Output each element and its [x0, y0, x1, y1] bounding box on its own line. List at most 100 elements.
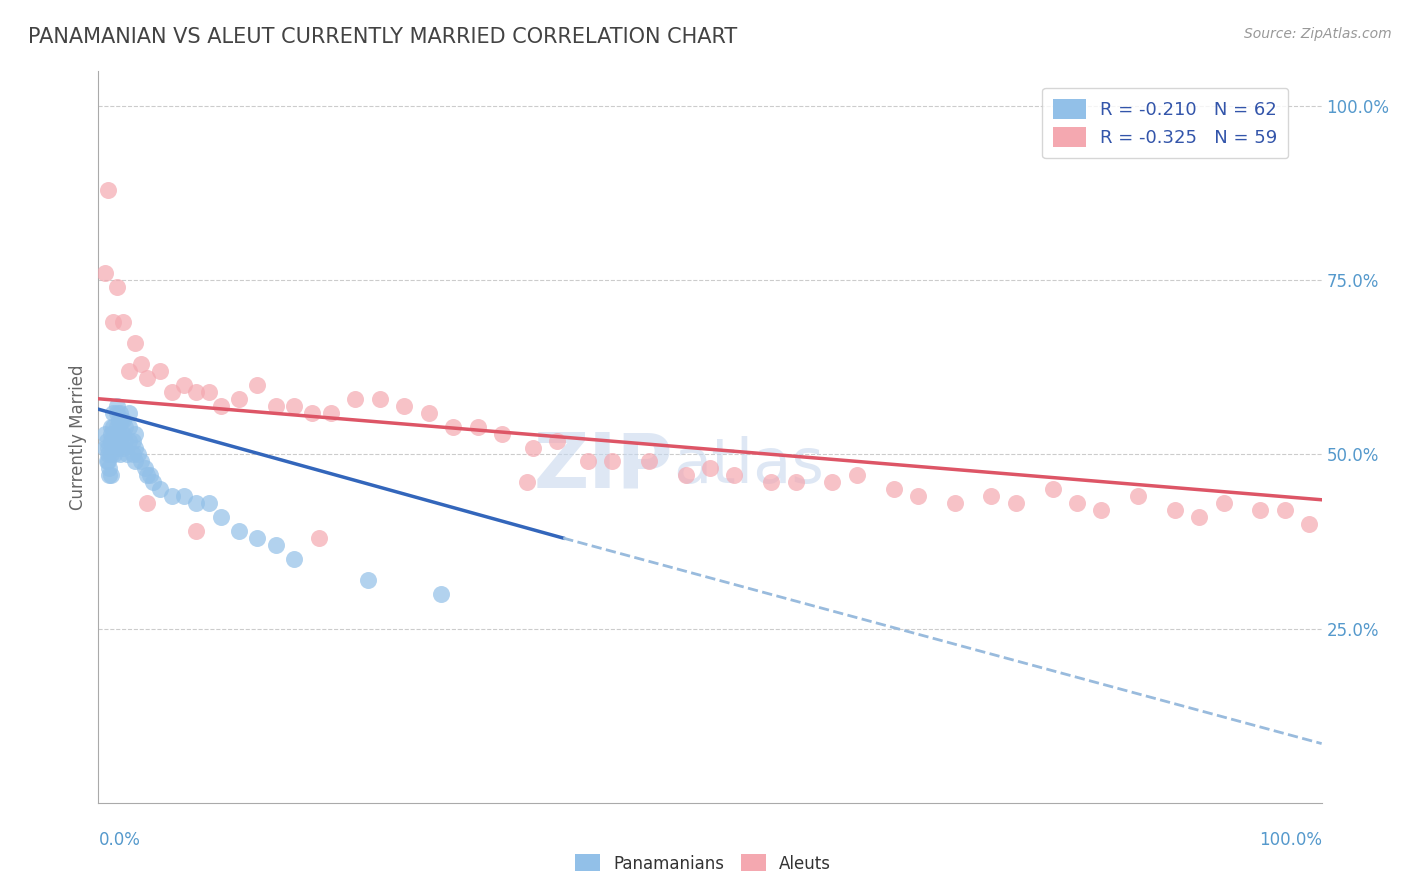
Point	[100, 426, 122, 441]
Point	[129, 454, 152, 468]
Point	[675, 468, 697, 483]
Point	[136, 468, 159, 483]
Point	[98, 461, 121, 475]
Point	[118, 364, 141, 378]
Point	[101, 419, 124, 434]
Point	[246, 531, 269, 545]
Text: Source: ZipAtlas.com: Source: ZipAtlas.com	[1244, 27, 1392, 41]
Point	[100, 448, 122, 462]
Point	[209, 399, 232, 413]
Point	[101, 315, 124, 329]
Text: 0.0%: 0.0%	[98, 830, 141, 848]
Point	[105, 280, 128, 294]
Legend: R = -0.210   N = 62, R = -0.325   N = 59: R = -0.210 N = 62, R = -0.325 N = 59	[1042, 87, 1288, 158]
Point	[441, 419, 464, 434]
Point	[129, 357, 152, 371]
Point	[105, 399, 128, 413]
Point	[1188, 510, 1211, 524]
Point	[136, 371, 159, 385]
Point	[160, 384, 183, 399]
Point	[97, 441, 120, 455]
Point	[785, 475, 807, 490]
Point	[118, 419, 141, 434]
Point	[576, 454, 599, 468]
Point	[124, 336, 146, 351]
Point	[1090, 503, 1112, 517]
Point	[197, 496, 219, 510]
Point	[1042, 483, 1064, 497]
Legend: Panamanians, Aleuts: Panamanians, Aleuts	[568, 847, 838, 880]
Point	[93, 441, 115, 455]
Point	[108, 426, 131, 441]
Point	[491, 426, 513, 441]
Point	[110, 448, 132, 462]
Point	[101, 441, 124, 455]
Point	[430, 587, 453, 601]
Point	[127, 448, 149, 462]
Point	[93, 266, 115, 280]
Point	[522, 441, 544, 455]
Text: ZIP: ZIP	[534, 429, 673, 503]
Point	[1249, 503, 1271, 517]
Point	[308, 531, 330, 545]
Point	[264, 538, 287, 552]
Point	[124, 441, 146, 455]
Y-axis label: Currently Married: Currently Married	[69, 364, 87, 510]
Point	[142, 475, 165, 490]
Point	[883, 483, 905, 497]
Point	[100, 468, 122, 483]
Point	[105, 406, 128, 420]
Point	[136, 496, 159, 510]
Point	[173, 489, 195, 503]
Text: 100.0%: 100.0%	[1258, 830, 1322, 848]
Point	[821, 475, 844, 490]
Point	[100, 419, 122, 434]
Point	[845, 468, 868, 483]
Point	[638, 454, 661, 468]
Point	[392, 399, 416, 413]
Point	[111, 426, 134, 441]
Point	[93, 426, 115, 441]
Point	[100, 434, 122, 448]
Point	[344, 392, 367, 406]
Point	[105, 441, 128, 455]
Point	[96, 434, 118, 448]
Point	[283, 552, 305, 566]
Point	[139, 468, 162, 483]
Text: atlas: atlas	[673, 436, 824, 496]
Point	[149, 364, 172, 378]
Point	[124, 426, 146, 441]
Point	[368, 392, 391, 406]
Point	[105, 426, 128, 441]
Point	[149, 483, 172, 497]
Point	[228, 524, 250, 538]
Point	[1004, 496, 1026, 510]
Point	[110, 406, 132, 420]
Point	[600, 454, 623, 468]
Point	[111, 412, 134, 426]
Point	[118, 434, 141, 448]
Point	[115, 448, 138, 462]
Point	[264, 399, 287, 413]
Point	[907, 489, 929, 503]
Point	[319, 406, 342, 420]
Point	[110, 416, 132, 430]
Point	[980, 489, 1002, 503]
Point	[301, 406, 323, 420]
Point	[186, 496, 208, 510]
Point	[186, 524, 208, 538]
Point	[209, 510, 232, 524]
Point	[121, 448, 143, 462]
Point	[103, 426, 125, 441]
Point	[121, 434, 143, 448]
Point	[515, 475, 537, 490]
Point	[134, 461, 156, 475]
Point	[723, 468, 745, 483]
Point	[110, 434, 132, 448]
Text: PANAMANIAN VS ALEUT CURRENTLY MARRIED CORRELATION CHART: PANAMANIAN VS ALEUT CURRENTLY MARRIED CO…	[28, 27, 737, 46]
Point	[108, 412, 131, 426]
Point	[114, 419, 136, 434]
Point	[246, 377, 269, 392]
Point	[228, 392, 250, 406]
Point	[111, 315, 134, 329]
